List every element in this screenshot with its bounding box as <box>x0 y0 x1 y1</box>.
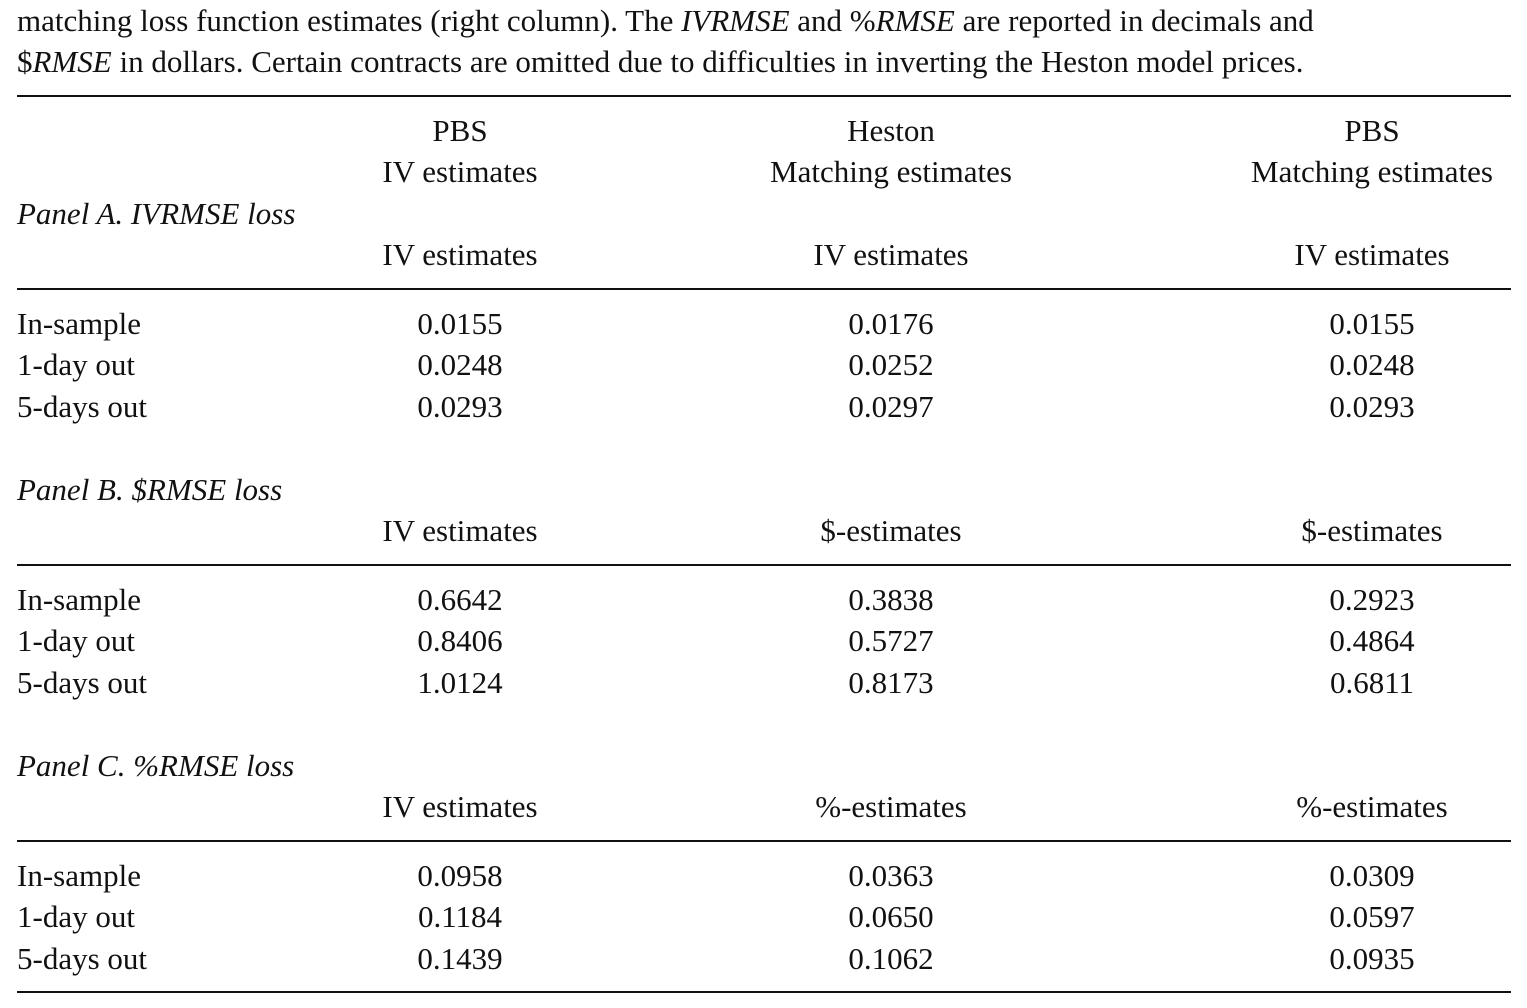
table-cell: 0.0176 <box>848 306 934 341</box>
panel-c-title: Panel C. %RMSE loss <box>17 748 295 783</box>
table-cell: 0.0252 <box>848 347 934 382</box>
table-cell: 0.1184 <box>417 899 503 934</box>
table-cell: 0.0248 <box>1329 347 1415 382</box>
table-bottom-rule <box>17 991 1511 993</box>
row-label: 5-days out <box>17 665 148 700</box>
table-cell: 0.0650 <box>848 899 934 934</box>
table-cell: 0.3838 <box>848 582 934 617</box>
table-cell: 0.8406 <box>417 623 503 658</box>
table-cell: 0.1062 <box>848 941 934 976</box>
table-cell: 0.0248 <box>417 347 503 382</box>
row-label: In-sample <box>17 306 141 341</box>
table-cell: 0.2923 <box>1329 582 1415 617</box>
panel-a-rule <box>17 288 1511 290</box>
table-cell: 0.4864 <box>1329 623 1415 658</box>
table-cell: 0.0309 <box>1329 858 1415 893</box>
panel-b-rule <box>17 564 1511 566</box>
column-header-heston: Heston <box>847 113 935 148</box>
table-cell: 0.0597 <box>1329 899 1415 934</box>
table-cell: 0.6811 <box>1329 665 1415 700</box>
caption-text: matching loss function estimates (right … <box>17 3 682 38</box>
caption-text: $ <box>17 44 33 79</box>
table-top-rule <box>17 95 1511 97</box>
panel-b-title: Panel B. $RMSE loss <box>17 472 283 507</box>
table-caption-line-1: matching loss function estimates (right … <box>17 0 1511 41</box>
panel-b-subheader-2: $-estimates <box>820 513 962 548</box>
column-header-pbs-matching: PBS <box>1344 113 1400 148</box>
table-cell: 0.0363 <box>848 858 934 893</box>
panel-a-subheader-3: IV estimates <box>1294 237 1450 272</box>
table-cell: 0.0293 <box>417 389 503 424</box>
table-cell: 0.1439 <box>417 941 503 976</box>
panel-a-subheader-2: IV estimates <box>813 237 969 272</box>
table-cell: 0.5727 <box>848 623 934 658</box>
panel-b-subheader-3: $-estimates <box>1301 513 1443 548</box>
panel-a-subheader-1: IV estimates <box>382 237 538 272</box>
column-header-pbs-matching-sub: Matching estimates <box>1251 154 1493 189</box>
column-header-pbs-iv: PBS <box>432 113 488 148</box>
panel-c-subheader-2: %-estimates <box>815 789 967 824</box>
column-header-heston-sub: Matching estimates <box>770 154 1012 189</box>
panel-c-rule <box>17 840 1511 842</box>
panel-c-subheader-3: %-estimates <box>1296 789 1448 824</box>
panel-b-subheader-1: IV estimates <box>382 513 538 548</box>
caption-text: are reported in decimals and <box>954 3 1314 38</box>
table-cell: 0.8173 <box>848 665 934 700</box>
panel-a-title: Panel A. IVRMSE loss <box>17 196 296 231</box>
row-label: In-sample <box>17 858 141 893</box>
row-label: 1-day out <box>17 899 135 934</box>
column-header-pbs-iv-sub: IV estimates <box>382 154 538 189</box>
row-label: In-sample <box>17 582 141 617</box>
caption-term-rmse: RMSE <box>875 3 955 38</box>
row-label: 1-day out <box>17 347 135 382</box>
row-label: 1-day out <box>17 623 135 658</box>
caption-text: in dollars. Certain contracts are omitte… <box>111 44 1304 79</box>
table-cell: 0.6642 <box>417 582 503 617</box>
table-cell: 0.0155 <box>1329 306 1415 341</box>
row-label: 5-days out <box>17 389 148 424</box>
table-cell: 0.0297 <box>848 389 934 424</box>
table-cell: 1.0124 <box>417 665 503 700</box>
table-caption-line-2: $RMSE in dollars. Certain contracts are … <box>17 41 1511 82</box>
caption-term-rmse: RMSE <box>32 44 112 79</box>
caption-text: and % <box>789 3 876 38</box>
table-cell: 0.0293 <box>1329 389 1415 424</box>
table-cell: 0.0155 <box>417 306 503 341</box>
row-label: 5-days out <box>17 941 148 976</box>
panel-c-subheader-1: IV estimates <box>382 789 538 824</box>
table-cell: 0.0958 <box>417 858 503 893</box>
caption-term-ivrmse: IVRMSE <box>681 3 790 38</box>
table-cell: 0.0935 <box>1329 941 1415 976</box>
